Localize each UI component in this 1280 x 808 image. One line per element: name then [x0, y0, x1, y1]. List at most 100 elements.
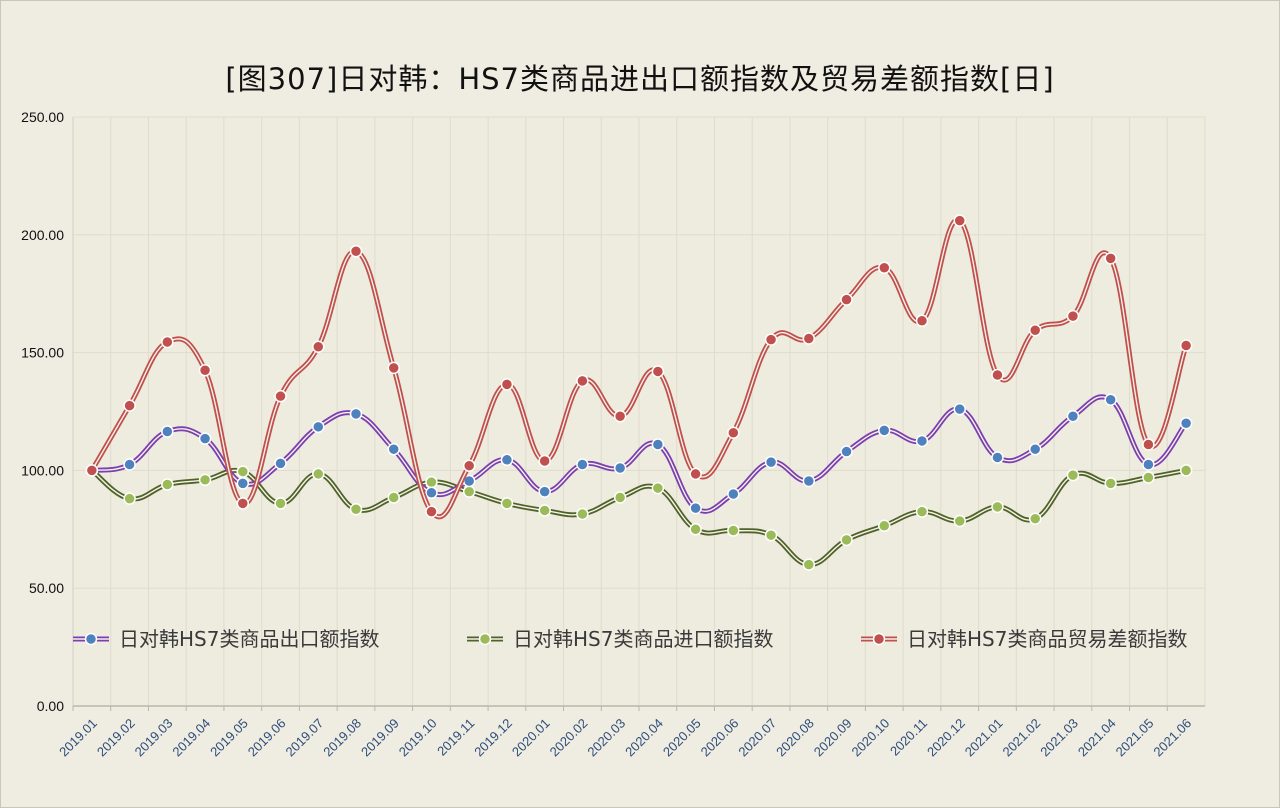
y-tick-label: 0.00 — [37, 698, 64, 714]
data-point — [1142, 438, 1155, 451]
x-tick-label: 2019.04 — [169, 716, 213, 760]
x-tick-label: 2020.03 — [584, 716, 628, 760]
data-point — [387, 442, 400, 456]
data-point — [613, 491, 627, 504]
y-tick-label: 250.00 — [21, 109, 64, 125]
data-point — [274, 497, 287, 510]
data-point — [878, 424, 891, 437]
data-point — [462, 485, 476, 498]
data-point — [500, 497, 514, 510]
data-point — [198, 473, 212, 487]
x-tick-label: 2020.05 — [660, 716, 704, 760]
data-point — [500, 453, 514, 467]
x-tick-label: 2021.02 — [999, 716, 1043, 760]
legend-item-1: 日对韩HS7类商品出口额指数 — [73, 627, 379, 651]
x-tick-label: 2020.07 — [735, 716, 779, 760]
data-point — [802, 332, 816, 345]
data-point — [462, 459, 476, 472]
x-tick-label: 2021.05 — [1113, 716, 1157, 760]
x-tick-label: 2020.02 — [547, 716, 591, 760]
x-tick-label: 2021.04 — [1075, 716, 1119, 760]
data-point — [236, 477, 250, 490]
x-tick-label: 2020.09 — [811, 716, 855, 760]
y-tick-label: 150.00 — [21, 345, 64, 361]
data-point — [651, 438, 665, 451]
x-tick-label: 2019.10 — [396, 716, 440, 760]
data-point — [500, 378, 514, 391]
data-point — [953, 514, 966, 528]
data-point — [1066, 468, 1080, 482]
x-tick-label: 2019.07 — [283, 716, 327, 760]
data-point — [953, 214, 966, 227]
x-tick-label: 2020.06 — [698, 716, 742, 760]
data-point — [1142, 471, 1155, 484]
x-tick-label: 2020.08 — [773, 716, 817, 760]
x-tick-label: 2019.05 — [207, 716, 251, 760]
x-tick-label: 2020.01 — [509, 716, 553, 760]
data-point — [991, 368, 1004, 382]
data-point — [1179, 339, 1193, 352]
chart-title: [图307]日对韩：HS7类商品进出口额指数及贸易差额指数[日] — [225, 62, 1055, 96]
y-tick-label: 100.00 — [21, 462, 64, 478]
data-point — [576, 458, 589, 471]
data-point — [1028, 442, 1042, 456]
data-point — [161, 335, 174, 349]
data-point — [613, 461, 627, 475]
data-point — [651, 365, 665, 378]
x-tick-label: 2020.12 — [924, 716, 968, 760]
data-point — [1104, 477, 1117, 490]
data-point — [198, 364, 212, 377]
x-tick-label: 2019.11 — [434, 716, 477, 759]
data-point — [538, 454, 551, 468]
x-tick-label: 2020.10 — [849, 716, 893, 760]
data-point — [425, 475, 438, 489]
x-tick-label: 2019.03 — [132, 716, 176, 760]
x-tick-label: 2019.06 — [245, 716, 289, 760]
data-point — [840, 533, 853, 547]
data-point — [840, 293, 853, 306]
data-point — [1104, 393, 1117, 406]
legend-item-3: 日对韩HS7类商品贸易差额指数 — [861, 627, 1187, 651]
data-point — [1028, 323, 1042, 337]
data-point — [123, 399, 136, 412]
data-point — [1066, 309, 1080, 323]
legend-label: 日对韩HS7类商品出口额指数 — [119, 627, 379, 651]
x-tick-label: 2019.09 — [358, 716, 402, 760]
data-point — [915, 505, 929, 518]
x-tick-label: 2021.01 — [962, 716, 1006, 760]
y-tick-label: 50.00 — [29, 580, 64, 596]
data-point — [123, 492, 136, 505]
legend-label: 日对韩HS7类商品贸易差额指数 — [907, 627, 1187, 651]
data-point — [727, 487, 740, 501]
data-point — [1179, 464, 1193, 477]
data-point — [349, 245, 363, 258]
data-point — [349, 503, 363, 516]
data-point — [991, 500, 1004, 514]
data-point — [349, 407, 363, 421]
data-point — [878, 261, 891, 275]
data-point — [878, 519, 891, 533]
data-point — [689, 501, 702, 515]
legend-marker — [872, 632, 886, 646]
data-point — [802, 558, 816, 571]
data-point — [236, 465, 250, 478]
data-point — [1104, 252, 1117, 265]
data-point — [312, 467, 325, 481]
data-point — [387, 361, 400, 375]
data-point — [764, 333, 778, 346]
series-2 — [85, 464, 1193, 571]
x-tick-label: 2019.01 — [56, 716, 100, 760]
data-point — [387, 491, 400, 504]
series-1 — [85, 393, 1193, 515]
data-point — [915, 314, 929, 328]
data-point — [161, 425, 174, 438]
data-point — [1028, 512, 1042, 525]
data-point — [727, 524, 740, 537]
data-point — [425, 505, 438, 518]
x-tick-label: 2019.02 — [94, 716, 138, 760]
data-point — [840, 445, 853, 458]
data-point — [85, 464, 99, 477]
data-point — [274, 389, 287, 403]
data-point — [1142, 458, 1155, 471]
data-point — [991, 451, 1004, 464]
